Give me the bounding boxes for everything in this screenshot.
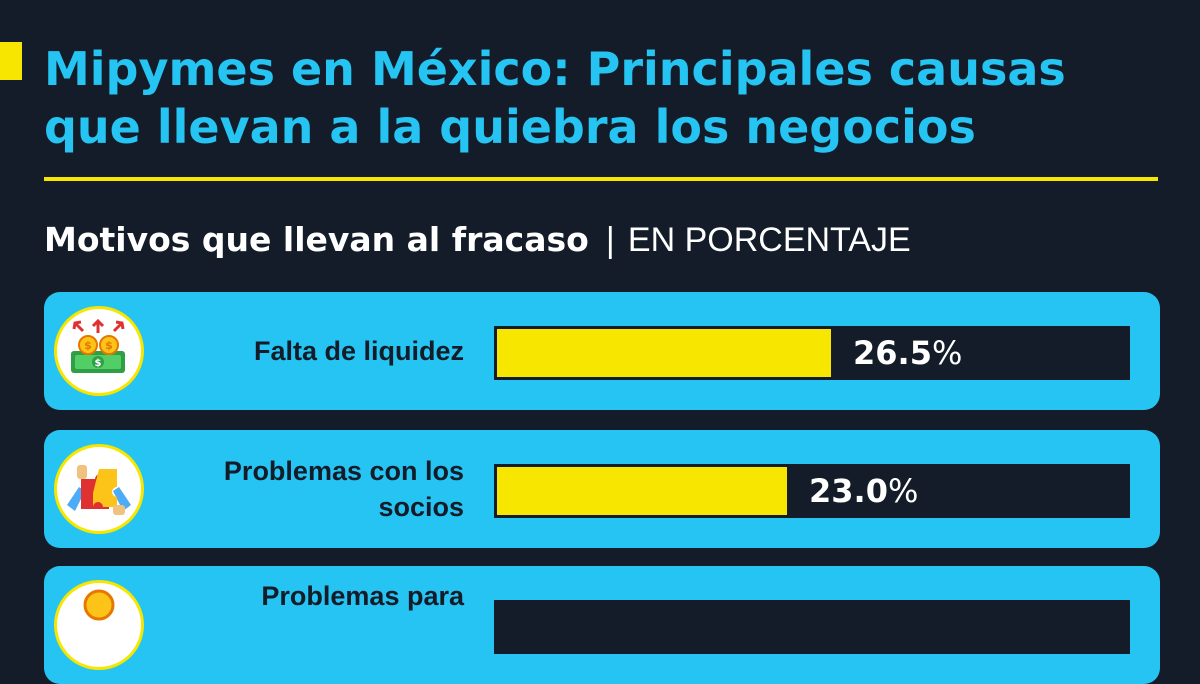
bar-label-1: Falta de liquidez [253, 336, 464, 366]
percent-sign-2: % [887, 472, 919, 510]
title-accent-mark [0, 42, 22, 80]
svg-text:$: $ [84, 339, 92, 352]
subtitle-unit: EN PORCENTAJE [627, 221, 911, 259]
bar-2 [497, 467, 787, 515]
svg-text:$: $ [105, 339, 113, 352]
bar-track-2: 23.0% [494, 464, 1130, 518]
subtitle-separator: | [604, 220, 616, 259]
puzzle-handshake-icon [54, 444, 144, 534]
chart-subtitle: Motivos que llevan al fracaso | EN PORCENT… [44, 216, 1164, 264]
bar-1 [497, 329, 831, 377]
coin-icon [54, 580, 144, 670]
title-divider [44, 177, 1158, 181]
bar-row-3: Problemas para [44, 566, 1160, 684]
bar-value-number-1: 26.5 [853, 334, 932, 372]
bar-value-label-2: 23.0% [809, 467, 918, 515]
subtitle-main: Motivos que llevan al fracaso [44, 220, 589, 259]
bar-label-3: Problemas para [261, 581, 464, 611]
percent-sign-1: % [931, 334, 963, 372]
bar-row-1: $ $ $ Falta de liquidez 26.5% [44, 292, 1160, 410]
bar-value-label-1: 26.5% [853, 329, 962, 377]
money-growth-icon: $ $ $ [54, 306, 144, 396]
page-title: Mipymes en México: Principales causas qu… [44, 42, 1066, 154]
svg-text:$: $ [95, 358, 102, 369]
bar-value-number-2: 23.0 [809, 472, 888, 510]
bar-track-1: 26.5% [494, 326, 1130, 380]
bar-track-3 [494, 600, 1130, 654]
bar-row-2: Problemas con los socios 23.0% [44, 430, 1160, 548]
bar-label-2: Problemas con los socios [223, 456, 464, 522]
